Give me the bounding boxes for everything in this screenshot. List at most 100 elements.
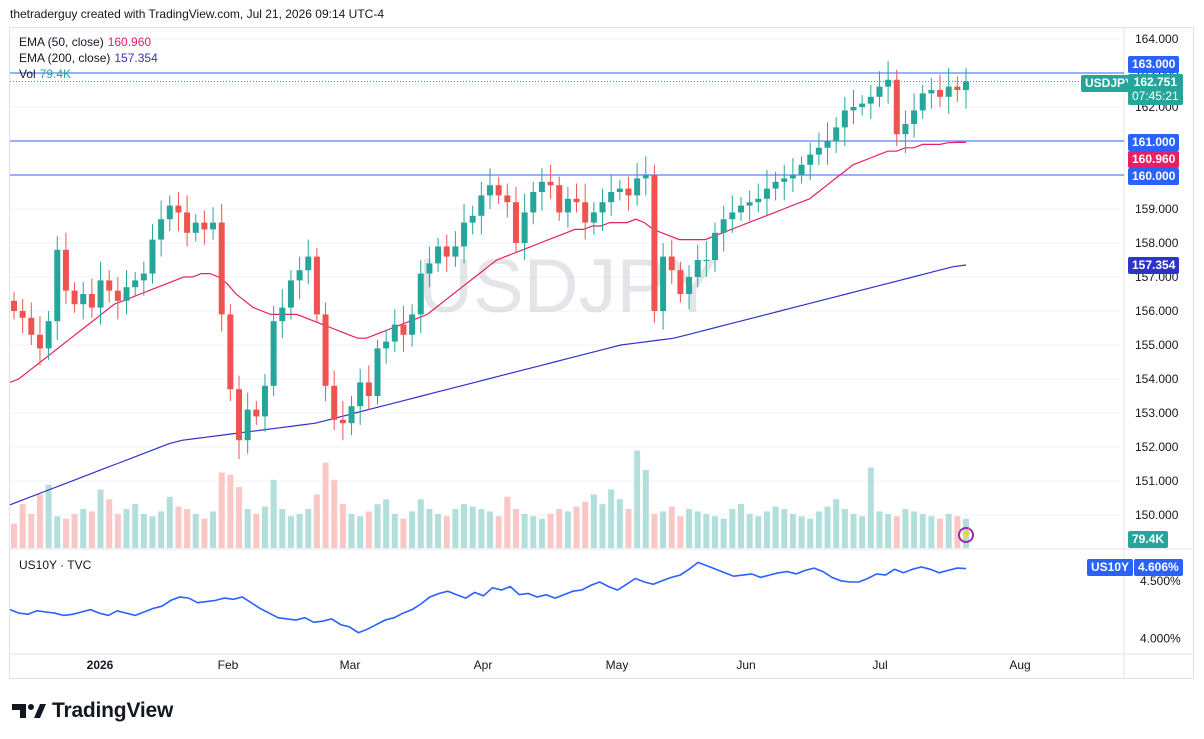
- candle-body: [244, 409, 251, 441]
- us10y-tick-label: 4.500%: [1140, 574, 1181, 588]
- volume-bar: [582, 501, 589, 548]
- volume-bar: [642, 470, 649, 548]
- candle-body: [781, 178, 788, 182]
- candle-body: [807, 154, 814, 165]
- volume-bar: [227, 474, 234, 548]
- candle-body: [62, 249, 69, 291]
- volume-bar: [495, 516, 502, 548]
- volume-bar: [564, 511, 571, 548]
- ema50-price-tag: 160.960: [1128, 151, 1180, 168]
- candle-body: [919, 93, 926, 111]
- legend-ema200[interactable]: EMA (200, close) 157.354: [19, 50, 158, 66]
- candle-body: [850, 107, 857, 111]
- last-price-tag: 162.751 07:45:21: [1128, 74, 1183, 105]
- us10y-symbol-tag: US10Y: [1087, 559, 1134, 576]
- candle-body: [668, 256, 675, 271]
- volume-bar: [417, 499, 424, 548]
- candle-body: [686, 277, 693, 294]
- volume-bar: [945, 513, 952, 548]
- candle-body: [937, 90, 944, 97]
- candle-body: [772, 181, 779, 189]
- volume-bar: [530, 516, 537, 548]
- volume-bar: [954, 516, 961, 548]
- candle-body: [218, 222, 225, 315]
- volume-bar: [625, 509, 632, 548]
- volume-bar: [175, 506, 182, 548]
- chart-frame: [9, 27, 1194, 679]
- volume-bar: [400, 518, 407, 548]
- volume-bar: [313, 494, 320, 548]
- volume-bar: [504, 496, 511, 548]
- volume-bar: [712, 516, 719, 548]
- volume-bar: [755, 516, 762, 548]
- volume-bar: [11, 523, 17, 548]
- volume-bar: [763, 511, 770, 548]
- legend-ema50[interactable]: EMA (50, close) 160.960: [19, 34, 158, 50]
- volume-bar: [461, 504, 468, 548]
- candle-body: [210, 222, 217, 230]
- candle-body: [123, 287, 130, 301]
- volume-bar: [599, 504, 606, 548]
- candle-body: [954, 86, 961, 90]
- volume-bar: [608, 489, 615, 548]
- candle-body: [374, 348, 381, 396]
- y-tick-label: 151.000: [1135, 474, 1179, 488]
- candle-body: [573, 198, 580, 203]
- candle-body: [625, 188, 632, 196]
- volume-bar: [893, 516, 900, 548]
- candle-body: [487, 185, 493, 196]
- us10y-line: [9, 561, 967, 634]
- volume-bar: [547, 513, 554, 548]
- candle-body: [530, 192, 537, 213]
- candle-body: [746, 202, 753, 206]
- volume-bar: [149, 516, 156, 548]
- volume-bar: [937, 518, 944, 548]
- volume-bar: [876, 511, 883, 548]
- volume-bar: [261, 506, 268, 548]
- us10y-tick-label: 4.000%: [1140, 631, 1181, 645]
- ema200-line: [9, 264, 967, 506]
- candle-body: [729, 212, 736, 220]
- legend-vol-value: 79.4K: [39, 67, 72, 81]
- y-tick-label: 153.000: [1135, 406, 1179, 420]
- volume-bar: [616, 499, 623, 548]
- chart-header: thetraderguy created with TradingView.co…: [10, 7, 384, 21]
- candle-body: [963, 81, 969, 90]
- volume-bar: [668, 506, 675, 548]
- candle-body: [11, 300, 17, 311]
- candle-body: [287, 280, 294, 308]
- candle-body: [175, 205, 182, 213]
- candle-body: [608, 192, 615, 203]
- candle-body: [140, 273, 147, 281]
- price-tag-163: 163.000: [1128, 56, 1180, 73]
- tradingview-logo-text: TradingView: [52, 699, 174, 722]
- candle-body: [461, 222, 468, 247]
- volume-bar: [296, 513, 303, 548]
- candle-body: [192, 222, 199, 233]
- lower-pane-title[interactable]: US10Y · TVC: [19, 558, 92, 572]
- candle-body: [54, 249, 61, 322]
- candle-body: [279, 307, 286, 322]
- volume-bar: [244, 509, 251, 548]
- volume-bar: [140, 513, 147, 548]
- tradingview-logo[interactable]: TradingView: [12, 699, 173, 723]
- volume-bar: [218, 472, 225, 548]
- lightning-icon[interactable]: ⚡: [958, 527, 974, 543]
- symbol-tag: USDJPY: [1081, 75, 1138, 92]
- candle-body: [703, 260, 710, 261]
- candle-body: [538, 181, 545, 192]
- volume-bar: [556, 509, 563, 548]
- volume-bar: [911, 511, 918, 548]
- candle-body: [755, 198, 762, 203]
- candle-body: [504, 195, 511, 203]
- volume-bar: [841, 509, 848, 548]
- volume-bar: [279, 509, 286, 548]
- y-tick-label: 150.000: [1135, 508, 1179, 522]
- legend-vol[interactable]: Vol 79.4K: [19, 66, 158, 82]
- volume-bar: [253, 513, 260, 548]
- x-tick-label: Apr: [474, 658, 493, 672]
- volume-bar: [383, 499, 390, 548]
- candle-body: [426, 263, 433, 274]
- volume-bar: [443, 516, 450, 548]
